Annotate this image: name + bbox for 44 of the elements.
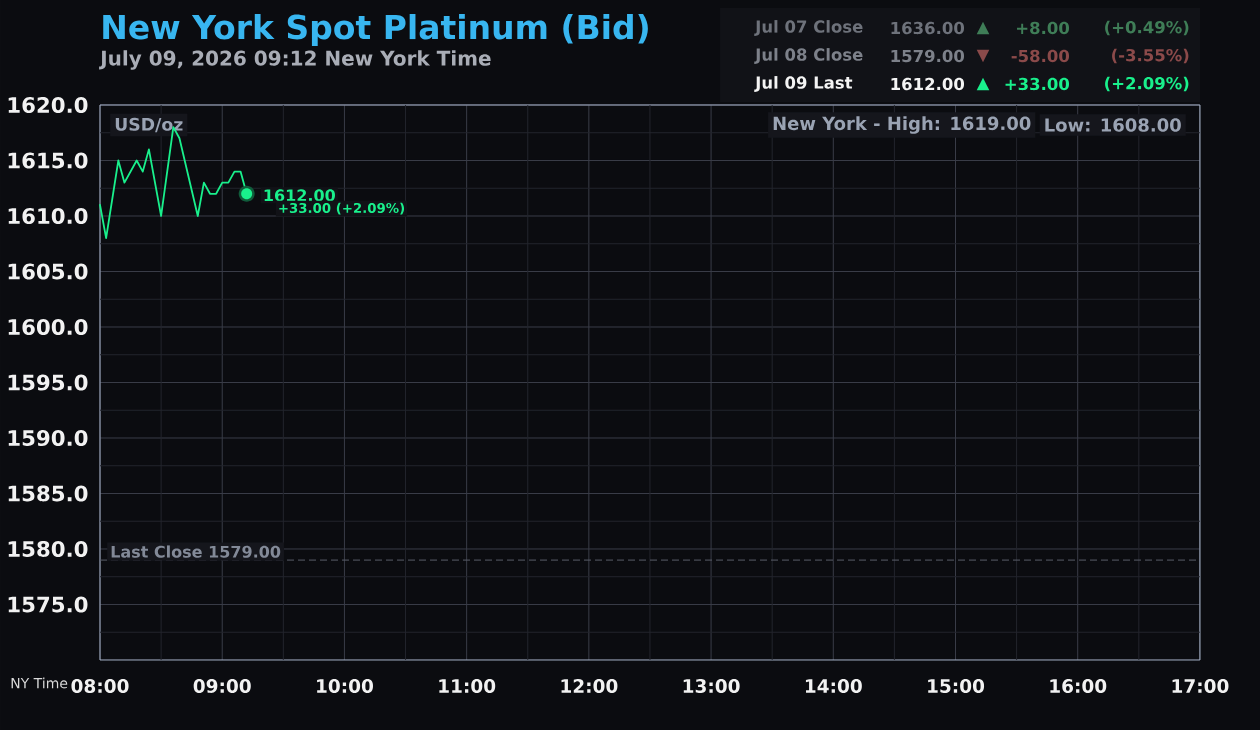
y-axis-title: USD/oz [115,117,183,133]
annotation: 1612.00 [264,189,335,202]
y-tick-label: 1620.0 [8,96,88,114]
text: 1579.00 [891,49,965,63]
x-axis-title: NY Time [11,677,68,689]
y-tick-label: 1600.0 [8,318,88,336]
annotation: Low: 1608.00 [1045,118,1181,132]
y-tick-label: 1590.0 [8,429,88,447]
x-tick-label: 16:00 [1050,678,1107,693]
x-tick-label: 15:00 [928,678,985,693]
x-tick-label: 12:00 [561,678,618,693]
x-tick-label: 11:00 [439,678,496,693]
text: Jul 07 Close [754,20,863,36]
text: +33.00 [1005,77,1070,91]
y-tick-label: 1575.0 [8,596,88,613]
text: 1612.00 [891,77,965,91]
text: +8.00 [1017,21,1070,35]
text: Jul 09 Last [754,76,853,92]
x-tick-label: 08:00 [71,678,129,693]
x-tick-label: 14:00 [805,678,862,693]
y-tick-label: 1615.0 [8,152,88,169]
annotation: New York - High: 1619.00 [773,116,1031,134]
annotation: +33.00 (+2.09%) [279,202,405,215]
text: -58.00 [1011,49,1070,63]
x-tick-label: 10:00 [317,678,373,693]
text: (+2.09%) [1105,76,1189,92]
text: (+0.49%) [1105,20,1189,36]
y-tick-label: 1585.0 [8,485,88,502]
text: ▼ [976,49,990,63]
text: ▲ [976,77,990,91]
y-tick-label: 1580.0 [8,540,88,558]
text: 1636.00 [891,21,965,35]
x-tick-label: 09:00 [193,678,251,693]
x-tick-label: 17:00 [1172,678,1229,693]
text: (-3.55%) [1112,48,1189,64]
chart-subtitle: July 09, 2026 09:12 New York Time [99,50,491,70]
y-tick-label: 1605.0 [8,263,88,280]
y-tick-label: 1610.0 [8,207,88,225]
y-tick-label: 1595.0 [8,374,88,391]
text: Jul 08 Close [754,48,863,64]
x-tick-label: 13:00 [683,678,740,693]
chart-title: New York Spot Platinum (Bid) [103,14,648,46]
text: ▲ [976,21,990,35]
ref-line-label: Last Close 1579.00 [111,545,281,558]
